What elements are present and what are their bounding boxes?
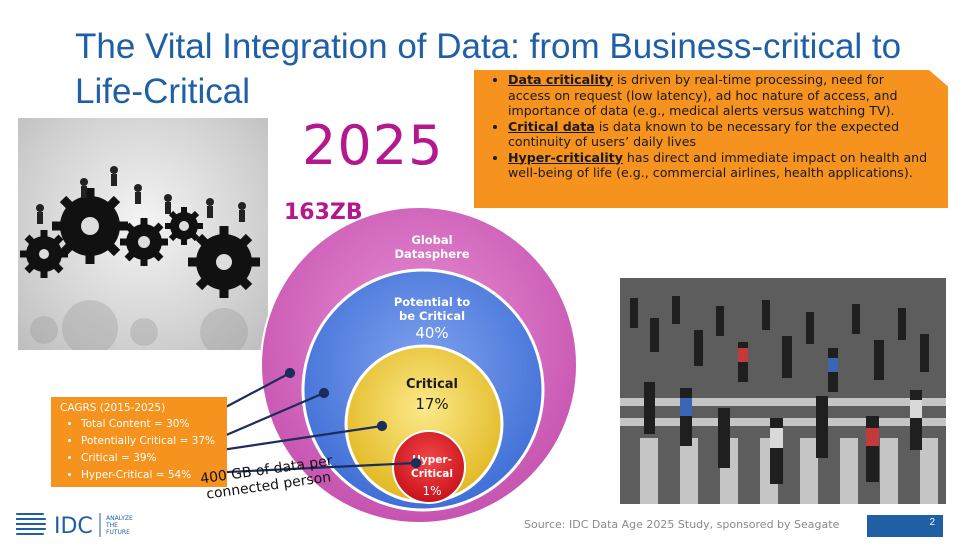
globe-icon <box>14 513 46 535</box>
note-item: Data criticality is driven by real-time … <box>508 72 928 119</box>
logo-tagline-1: ANALYZE <box>106 515 133 522</box>
total-size-label: 163ZB <box>284 200 363 225</box>
source-note: Source: IDC Data Age 2025 Study, sponsor… <box>524 518 840 531</box>
critical-pct: 17% <box>415 395 448 413</box>
hyper-pct: 1% <box>422 484 441 498</box>
connector-line-potential <box>209 391 325 444</box>
potential-label-2: be Critical <box>399 309 465 323</box>
year-label: 2025 <box>302 114 444 177</box>
global-label-2: Datasphere <box>394 247 469 261</box>
hyper-critical-circle <box>392 430 466 504</box>
logo-tagline-2: THE <box>105 522 118 529</box>
idc-logo: IDC ANALYZE THE FUTURE <box>14 509 186 544</box>
cagr-item: Critical = 39% <box>81 450 227 467</box>
hyper-label-2: Critical <box>411 468 453 480</box>
critical-label: Critical <box>406 377 458 392</box>
note-item: Critical data is data known to be necess… <box>508 119 928 150</box>
criticality-notes: Data criticality is driven by real-time … <box>474 70 948 208</box>
page-number: 2 <box>867 515 943 537</box>
logo-tagline-3: FUTURE <box>106 529 130 536</box>
hyper-label-1: Hyper- <box>412 454 452 466</box>
global-label-1: Global <box>411 233 452 247</box>
cagr-item: Hyper-Critical = 54% <box>81 467 227 484</box>
cagrs-box: CAGRS (2015-2025) Total Content = 30% Po… <box>51 397 227 487</box>
potential-label-1: Potential to <box>394 295 470 309</box>
potential-pct: 40% <box>415 324 448 342</box>
cagr-item: Total Content = 30% <box>81 416 227 433</box>
logo-text: IDC <box>54 514 93 539</box>
gears-image <box>18 118 268 356</box>
slide-title: The Vital Integration of Data: from Busi… <box>75 27 902 111</box>
cagrs-heading: CAGRS (2015-2025) <box>60 402 166 414</box>
cagr-item: Potentially Critical = 37% <box>81 433 227 450</box>
note-item: Hyper-criticality has direct and immedia… <box>508 150 928 181</box>
crowd-photo <box>620 278 946 504</box>
